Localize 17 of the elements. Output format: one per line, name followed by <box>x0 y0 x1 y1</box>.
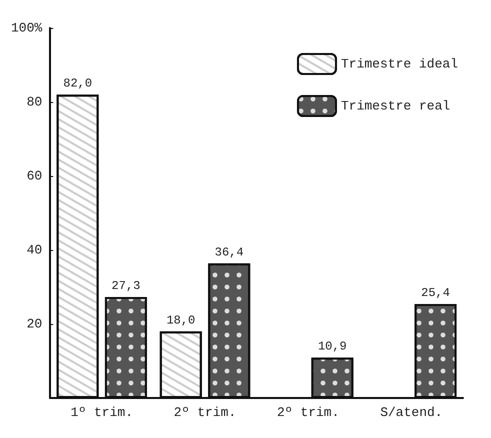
y-tick-label: 60 <box>26 168 42 184</box>
x-tick-label: S/atend. <box>380 405 443 420</box>
x-tick-label: 2º trim. <box>276 405 340 420</box>
data-label: 18,0 <box>166 313 196 328</box>
y-tick-label: 100% <box>10 20 42 36</box>
x-tick-label: 1º trim. <box>70 405 134 420</box>
data-label: 25,4 <box>421 286 450 300</box>
data-label: 27,3 <box>112 278 140 293</box>
y-tick-label: 80 <box>26 94 42 110</box>
x-tick-label: 2º trim. <box>174 405 236 420</box>
data-label: 82,0 <box>63 76 92 91</box>
legend-label: Trimestre real <box>340 98 450 114</box>
y-tick-label: 20 <box>26 316 42 332</box>
y-tick-label: 40 <box>26 242 42 258</box>
data-label: 36,4 <box>214 245 244 260</box>
legend-label: Trimestre ideal <box>340 56 458 72</box>
data-label: 10,9 <box>318 340 347 354</box>
